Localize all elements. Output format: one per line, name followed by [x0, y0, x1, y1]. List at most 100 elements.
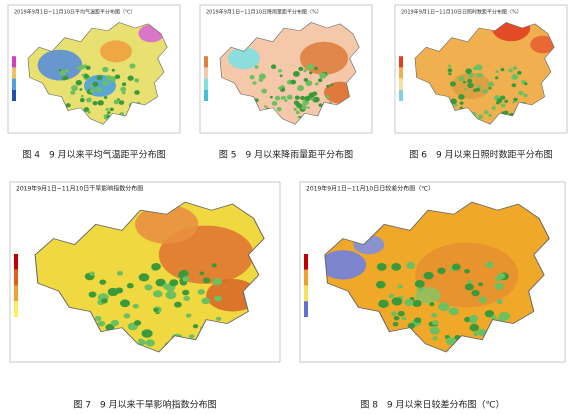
green-dot	[99, 279, 107, 285]
green-dot	[508, 68, 513, 73]
green-dot	[473, 331, 479, 337]
green-dot	[153, 290, 163, 298]
green-dot	[497, 273, 506, 280]
green-dot	[451, 263, 461, 271]
green-dot	[512, 100, 516, 104]
green-dot	[313, 96, 320, 103]
green-dot	[264, 105, 268, 108]
green-dot	[92, 81, 99, 87]
green-dot	[500, 95, 506, 100]
green-dot	[391, 311, 398, 317]
figure-caption: 图 4 9 月以来平均气温距平分布图	[22, 149, 165, 161]
green-dot	[437, 267, 446, 275]
green-dot	[401, 316, 407, 321]
green-dot	[495, 76, 499, 80]
figure: 2019年9月1日~11月10日日照时数距平分布图（%） 图 6 9 月以来日照时…	[394, 4, 568, 161]
legend-swatch	[14, 301, 18, 317]
patch	[324, 250, 367, 280]
green-dot	[97, 100, 104, 106]
green-dot	[129, 63, 136, 69]
green-dot	[134, 78, 140, 83]
map	[27, 21, 168, 126]
green-dot	[483, 110, 489, 115]
green-dot	[199, 271, 205, 276]
green-dot	[89, 88, 96, 94]
green-dot	[290, 79, 297, 85]
green-dot	[270, 64, 277, 69]
green-dot	[298, 66, 304, 72]
patch	[300, 41, 348, 75]
green-dot	[462, 80, 466, 84]
green-dot	[438, 302, 450, 312]
green-dot	[83, 107, 90, 112]
patch	[415, 242, 519, 308]
green-dot	[105, 108, 110, 112]
green-dot	[174, 301, 182, 308]
green-dot	[467, 78, 473, 83]
green-dot	[80, 94, 84, 98]
green-dot	[165, 290, 177, 300]
legend-swatch	[12, 56, 16, 68]
green-dot	[512, 66, 518, 71]
green-dot	[197, 289, 205, 295]
green-dot	[294, 95, 300, 100]
green-dot	[487, 81, 494, 87]
green-dot	[96, 75, 103, 81]
green-dot	[513, 97, 518, 102]
green-dot	[121, 91, 126, 95]
green-dot	[314, 66, 319, 71]
legend-swatch	[12, 67, 16, 79]
green-dot	[92, 101, 98, 106]
green-dot	[155, 278, 166, 287]
patch	[135, 204, 199, 244]
green-dot	[279, 74, 283, 78]
green-dot	[132, 303, 139, 309]
green-dot	[252, 81, 257, 85]
green-dot	[284, 99, 288, 102]
green-dot	[274, 95, 281, 101]
green-dot	[141, 329, 153, 338]
green-dot	[70, 84, 79, 92]
patch	[100, 40, 132, 63]
green-dot	[201, 297, 211, 305]
green-dot	[86, 97, 92, 103]
green-dot	[254, 65, 259, 69]
green-dot	[459, 101, 464, 105]
green-dot	[464, 269, 470, 274]
green-dot	[79, 88, 83, 91]
green-dot	[488, 113, 492, 118]
green-dot	[304, 95, 311, 102]
green-dot	[463, 87, 467, 91]
green-dot	[312, 91, 318, 96]
green-dot	[412, 299, 422, 308]
green-dot	[119, 299, 130, 308]
green-dot	[482, 89, 488, 94]
legend-swatch	[399, 89, 403, 101]
green-dot	[417, 286, 424, 292]
green-dot	[114, 74, 121, 80]
green-dot	[432, 336, 438, 341]
green-dot	[111, 68, 115, 72]
map-title: 2019年9月1日~11月10日平均气温距平分布图（℃）	[14, 9, 136, 16]
map-title: 2019年9月1日~11月10日日照时数距平分布图（%）	[401, 9, 522, 16]
green-dot	[70, 90, 76, 95]
green-dot	[123, 313, 131, 319]
patch	[491, 22, 531, 42]
green-dot	[450, 98, 457, 105]
green-dot	[429, 302, 435, 307]
green-dot	[500, 67, 505, 72]
green-dot	[469, 323, 480, 332]
green-dot	[97, 320, 106, 327]
green-dot	[79, 64, 85, 70]
green-dot	[94, 315, 102, 322]
green-dot	[315, 82, 319, 86]
legend-swatch	[14, 285, 18, 302]
green-dot	[64, 69, 69, 73]
green-dot	[102, 80, 109, 86]
figure-caption: 图 8 9 月以来日较差分布图（℃）	[360, 399, 504, 411]
region-patches	[37, 24, 164, 120]
legend-swatch	[14, 269, 18, 286]
green-dot	[309, 71, 313, 75]
